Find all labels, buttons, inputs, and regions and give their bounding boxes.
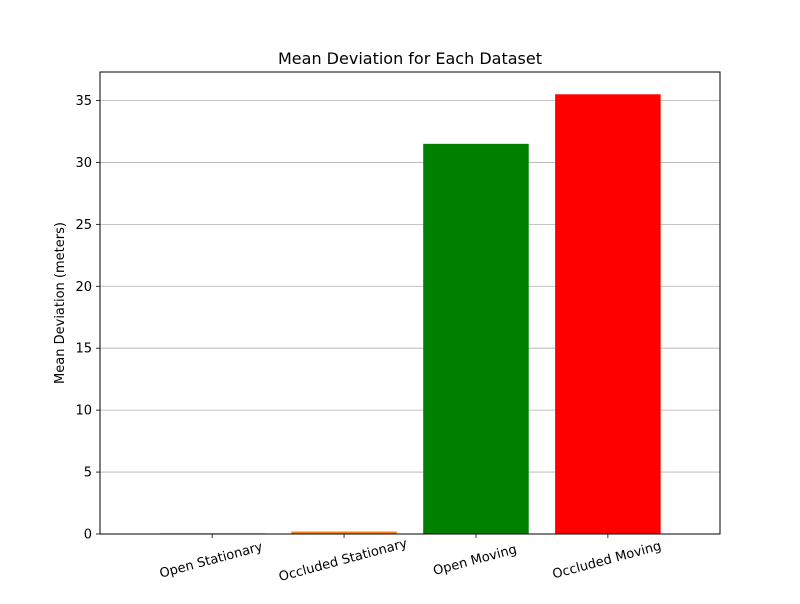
bar-occluded-stationary — [291, 531, 397, 534]
chart-title: Mean Deviation for Each Dataset — [278, 49, 542, 68]
grid-layer — [100, 100, 720, 473]
x-tick-label: Occluded Stationary — [277, 536, 409, 585]
y-tick-label: 25 — [75, 218, 92, 233]
y-tick-label: 35 — [75, 94, 92, 109]
bar-open-moving — [423, 143, 529, 534]
bars-layer — [159, 94, 661, 534]
y-tick-label: 30 — [75, 156, 92, 171]
x-tick-label: Occluded Moving — [551, 539, 663, 582]
y-axis-label: Mean Deviation (meters) — [53, 222, 68, 384]
y-tick-label: 20 — [75, 280, 92, 295]
x-tick-label: Open Moving — [432, 542, 519, 579]
y-tick-label: 5 — [84, 466, 92, 481]
plot-frame — [99, 71, 721, 535]
x-tick-label: Open Stationary — [158, 540, 265, 582]
bar-occluded-moving — [555, 94, 661, 534]
axes-layer — [99, 71, 721, 535]
y-tick-label: 10 — [75, 404, 92, 419]
y-tick-label: 0 — [84, 528, 92, 543]
y-tick-label: 15 — [75, 342, 92, 357]
